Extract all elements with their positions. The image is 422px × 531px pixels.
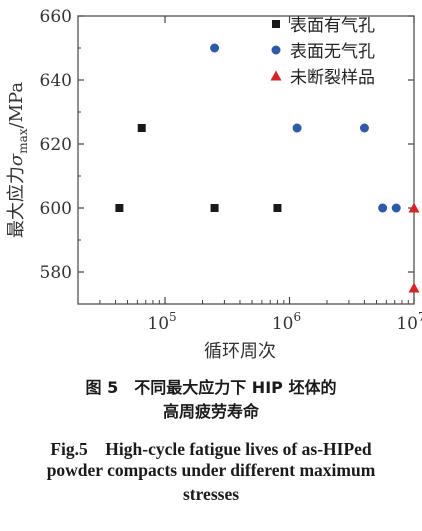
- x-tick-label: 106: [272, 310, 301, 334]
- data-point-triangle: [408, 282, 420, 293]
- y-tick-label: 580: [40, 263, 72, 283]
- caption-en-line2: powder compacts under different maximum: [46, 460, 376, 480]
- legend-label: 未断裂样品: [290, 68, 375, 88]
- data-point-circle: [391, 203, 401, 213]
- legend-marker-square: [272, 20, 280, 28]
- y-tick-label: 620: [40, 135, 72, 155]
- caption-en-line3: stresses: [182, 484, 240, 504]
- legend-label: 表面无气孔: [290, 42, 375, 62]
- y-tick-label: 600: [40, 199, 72, 219]
- data-point-square: [115, 204, 124, 212]
- data-points: [115, 43, 420, 293]
- axes: 580 600 620 640 660 105 106 107 循环周次 最大应力σmax/MPa: [6, 7, 422, 362]
- data-point-square: [273, 204, 282, 212]
- caption-cn-line2: 高周疲劳寿命: [162, 402, 259, 421]
- caption-cn-line1: 图 5 不同最大应力下 HIP 坯体的: [85, 378, 337, 397]
- plot-frame: [77, 15, 415, 305]
- data-point-square: [137, 124, 146, 132]
- x-tick-label: 105: [147, 310, 176, 334]
- y-tick-label: 660: [40, 7, 72, 27]
- x-axis-label: 循环周次: [204, 341, 276, 362]
- data-point-square: [210, 204, 219, 212]
- data-point-circle: [292, 123, 302, 133]
- caption-en-line1: Fig.5 High-cycle fatigue lives of as-HIP…: [50, 439, 372, 459]
- data-point-triangle: [408, 202, 420, 213]
- data-point-circle: [359, 123, 369, 133]
- fatigue-chart: 580 600 620 640 660 105 106 107 循环周次 最大应力σmax/MPa…: [6, 7, 422, 362]
- data-point-circle: [210, 43, 220, 53]
- data-point-circle: [378, 203, 388, 213]
- y-axis-label: 最大应力σmax/MPa: [6, 82, 30, 238]
- legend-marker-triangle: [270, 70, 282, 81]
- x-tick-label: 107: [396, 310, 422, 334]
- legend-label: 表面有气孔: [290, 16, 375, 36]
- y-tick-label: 640: [40, 71, 72, 91]
- legend-marker-circle: [271, 45, 281, 55]
